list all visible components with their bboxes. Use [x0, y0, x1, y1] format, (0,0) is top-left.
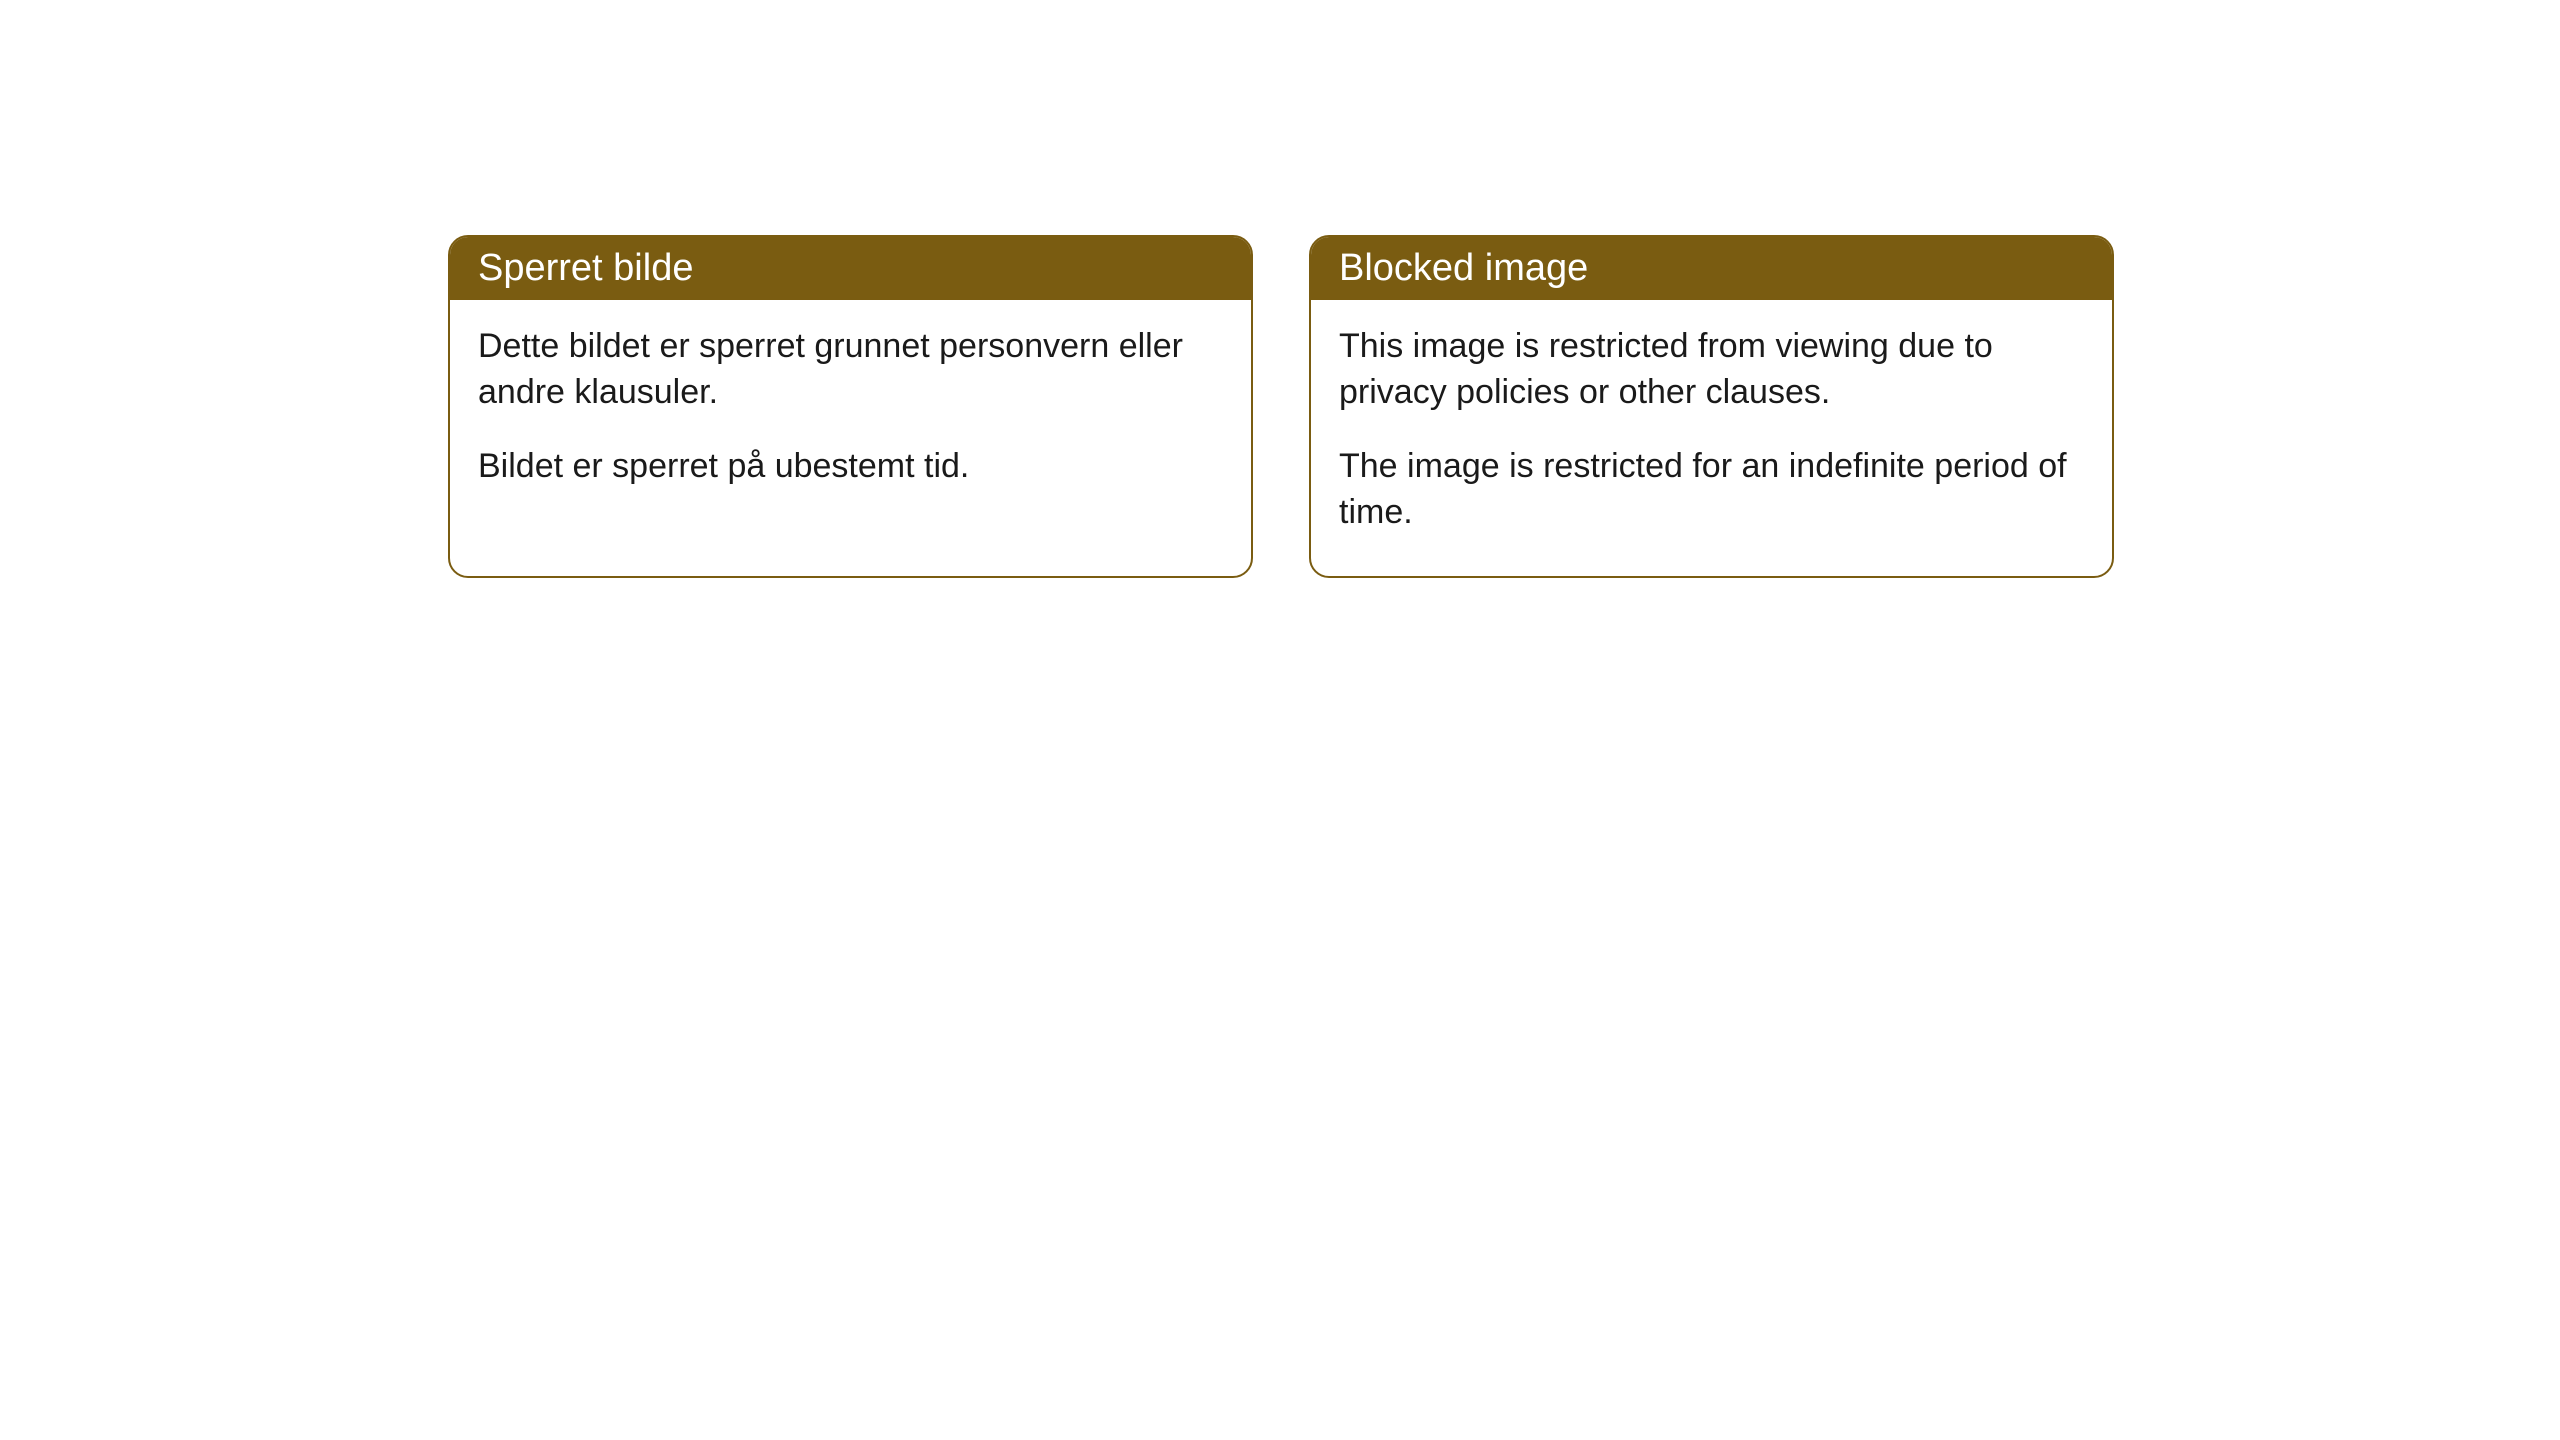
card-paragraph: This image is restricted from viewing du… [1339, 324, 2084, 416]
notice-card-english: Blocked image This image is restricted f… [1309, 235, 2114, 578]
card-paragraph: Dette bildet er sperret grunnet personve… [478, 324, 1223, 416]
notice-container: Sperret bilde Dette bildet er sperret gr… [448, 235, 2114, 578]
notice-card-norwegian: Sperret bilde Dette bildet er sperret gr… [448, 235, 1253, 578]
card-header: Sperret bilde [450, 237, 1251, 300]
card-body: This image is restricted from viewing du… [1311, 300, 2112, 576]
card-header: Blocked image [1311, 237, 2112, 300]
card-title: Sperret bilde [478, 247, 693, 289]
card-paragraph: The image is restricted for an indefinit… [1339, 444, 2084, 536]
card-body: Dette bildet er sperret grunnet personve… [450, 300, 1251, 530]
card-paragraph: Bildet er sperret på ubestemt tid. [478, 444, 1223, 490]
card-title: Blocked image [1339, 247, 1588, 289]
